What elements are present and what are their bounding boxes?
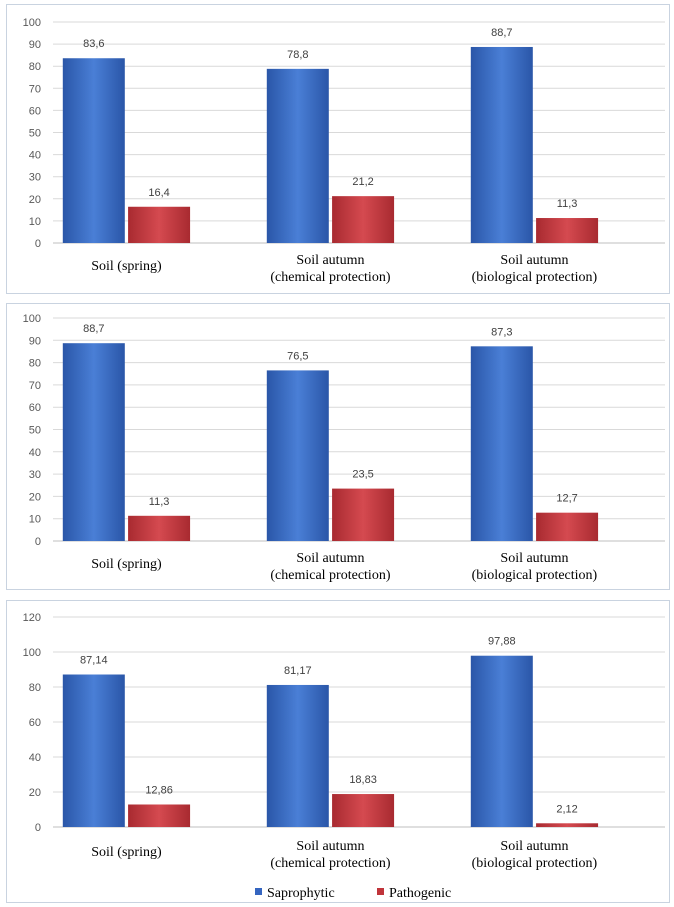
y-tick-label: 50 [29,128,41,140]
legend-label: Saprophytic [267,886,335,901]
y-tick-label: 0 [35,238,41,250]
data-label: 88,7 [491,27,512,39]
y-tick-label: 60 [29,717,41,729]
y-tick-label: 60 [29,402,41,414]
y-tick-label: 20 [29,787,41,799]
bar-saprophytic [266,370,329,541]
y-tick-label: 70 [29,380,41,392]
y-tick-label: 10 [29,514,41,526]
data-label: 12,7 [556,493,577,505]
bar-pathogenic [536,218,599,243]
data-label: 76,5 [287,350,308,362]
y-tick-label: 20 [29,491,41,503]
x-category-label: Soil autumn [296,551,364,566]
bar-pathogenic [128,804,191,827]
chart-panel-3: 0 20 40 60 80 100 120 87,14 12,86 Soil (spring) 81… [6,600,670,903]
y-tick-label: 80 [29,358,41,370]
data-label: 23,5 [352,469,373,481]
data-label: 78,8 [287,49,308,61]
x-category-label: Soil autumn [296,253,364,268]
bar-saprophytic [470,346,533,541]
legend-swatch [377,888,384,895]
data-label: 16,4 [148,187,169,199]
x-category-label: Soil (spring) [91,259,162,274]
data-label: 11,3 [149,496,170,508]
x-category-label: Soil (spring) [91,557,162,572]
bar-saprophytic [62,58,125,243]
bar-chart-2: 0 10 20 30 40 50 60 70 80 90 100 88,7 11,3 Soil (spri… [23,313,665,583]
x-category-label: Soil autumn [500,551,568,566]
x-category-label: Soil (spring) [91,845,162,860]
y-tick-label: 0 [35,536,41,548]
y-tick-label: 50 [29,425,41,437]
y-tick-label: 90 [29,39,41,51]
y-tick-label: 90 [29,335,41,347]
data-label: 11,3 [557,198,578,210]
y-tick-label: 40 [29,150,41,162]
x-category-label: Soil autumn [296,839,364,854]
y-tick-label: 20 [29,194,41,206]
y-tick-label: 80 [29,61,41,73]
x-category-label: (biological protection) [472,568,598,583]
y-tick-label: 0 [35,822,41,834]
y-tick-label: 100 [23,17,41,29]
bar-pathogenic [332,488,395,541]
data-label: 12,86 [145,784,173,796]
x-category-label: (chemical protection) [270,856,390,871]
bar-saprophytic [470,655,533,827]
legend-swatch [255,888,262,895]
y-tick-label: 80 [29,682,41,694]
y-tick-label: 40 [29,752,41,764]
x-category-label: (chemical protection) [270,270,390,285]
y-tick-label: 100 [23,313,41,325]
data-label: 21,2 [352,176,373,188]
bar-saprophytic [62,674,125,827]
data-label: 87,3 [491,326,512,338]
y-tick-label: 60 [29,105,41,117]
y-tick-label: 70 [29,83,41,95]
data-label: 87,14 [80,655,108,667]
data-label: 2,12 [556,803,577,815]
bar-pathogenic [128,206,191,243]
bar-saprophytic [266,68,329,243]
legend-label: Pathogenic [389,886,451,901]
y-tick-label: 100 [23,647,41,659]
data-label: 97,88 [488,636,516,648]
bar-pathogenic [332,794,395,827]
bar-chart-3: 0 20 40 60 80 100 120 87,14 12,86 Soil (spring) 81… [23,612,665,901]
bar-pathogenic [536,512,599,541]
bar-saprophytic [62,343,125,541]
y-tick-label: 30 [29,172,41,184]
data-label: 83,6 [83,38,104,50]
y-tick-label: 120 [23,612,41,624]
bar-pathogenic [332,196,395,243]
x-category-label: (chemical protection) [270,568,390,583]
x-category-label: Soil autumn [500,839,568,854]
x-category-label: Soil autumn [500,253,568,268]
bar-pathogenic [536,823,599,827]
bar-chart-1: 0 10 20 30 40 50 60 70 80 90 100 83,6 16,4 Soil (spri… [23,17,665,285]
x-category-label: (biological protection) [472,270,598,285]
bar-pathogenic [128,515,191,541]
data-label: 81,17 [284,665,312,677]
x-category-label: (biological protection) [472,856,598,871]
data-label: 88,7 [83,323,104,335]
data-label: 18,83 [349,774,377,786]
y-tick-label: 10 [29,216,41,228]
bar-saprophytic [266,684,329,827]
bar-saprophytic [470,46,533,244]
y-tick-label: 40 [29,447,41,459]
chart-panel-2: 0 10 20 30 40 50 60 70 80 90 100 88,7 11,3 Soil (spri… [6,303,670,590]
y-tick-label: 30 [29,469,41,481]
chart-panel-1: 0 10 20 30 40 50 60 70 80 90 100 83,6 16,4 Soil (spri… [6,4,670,294]
